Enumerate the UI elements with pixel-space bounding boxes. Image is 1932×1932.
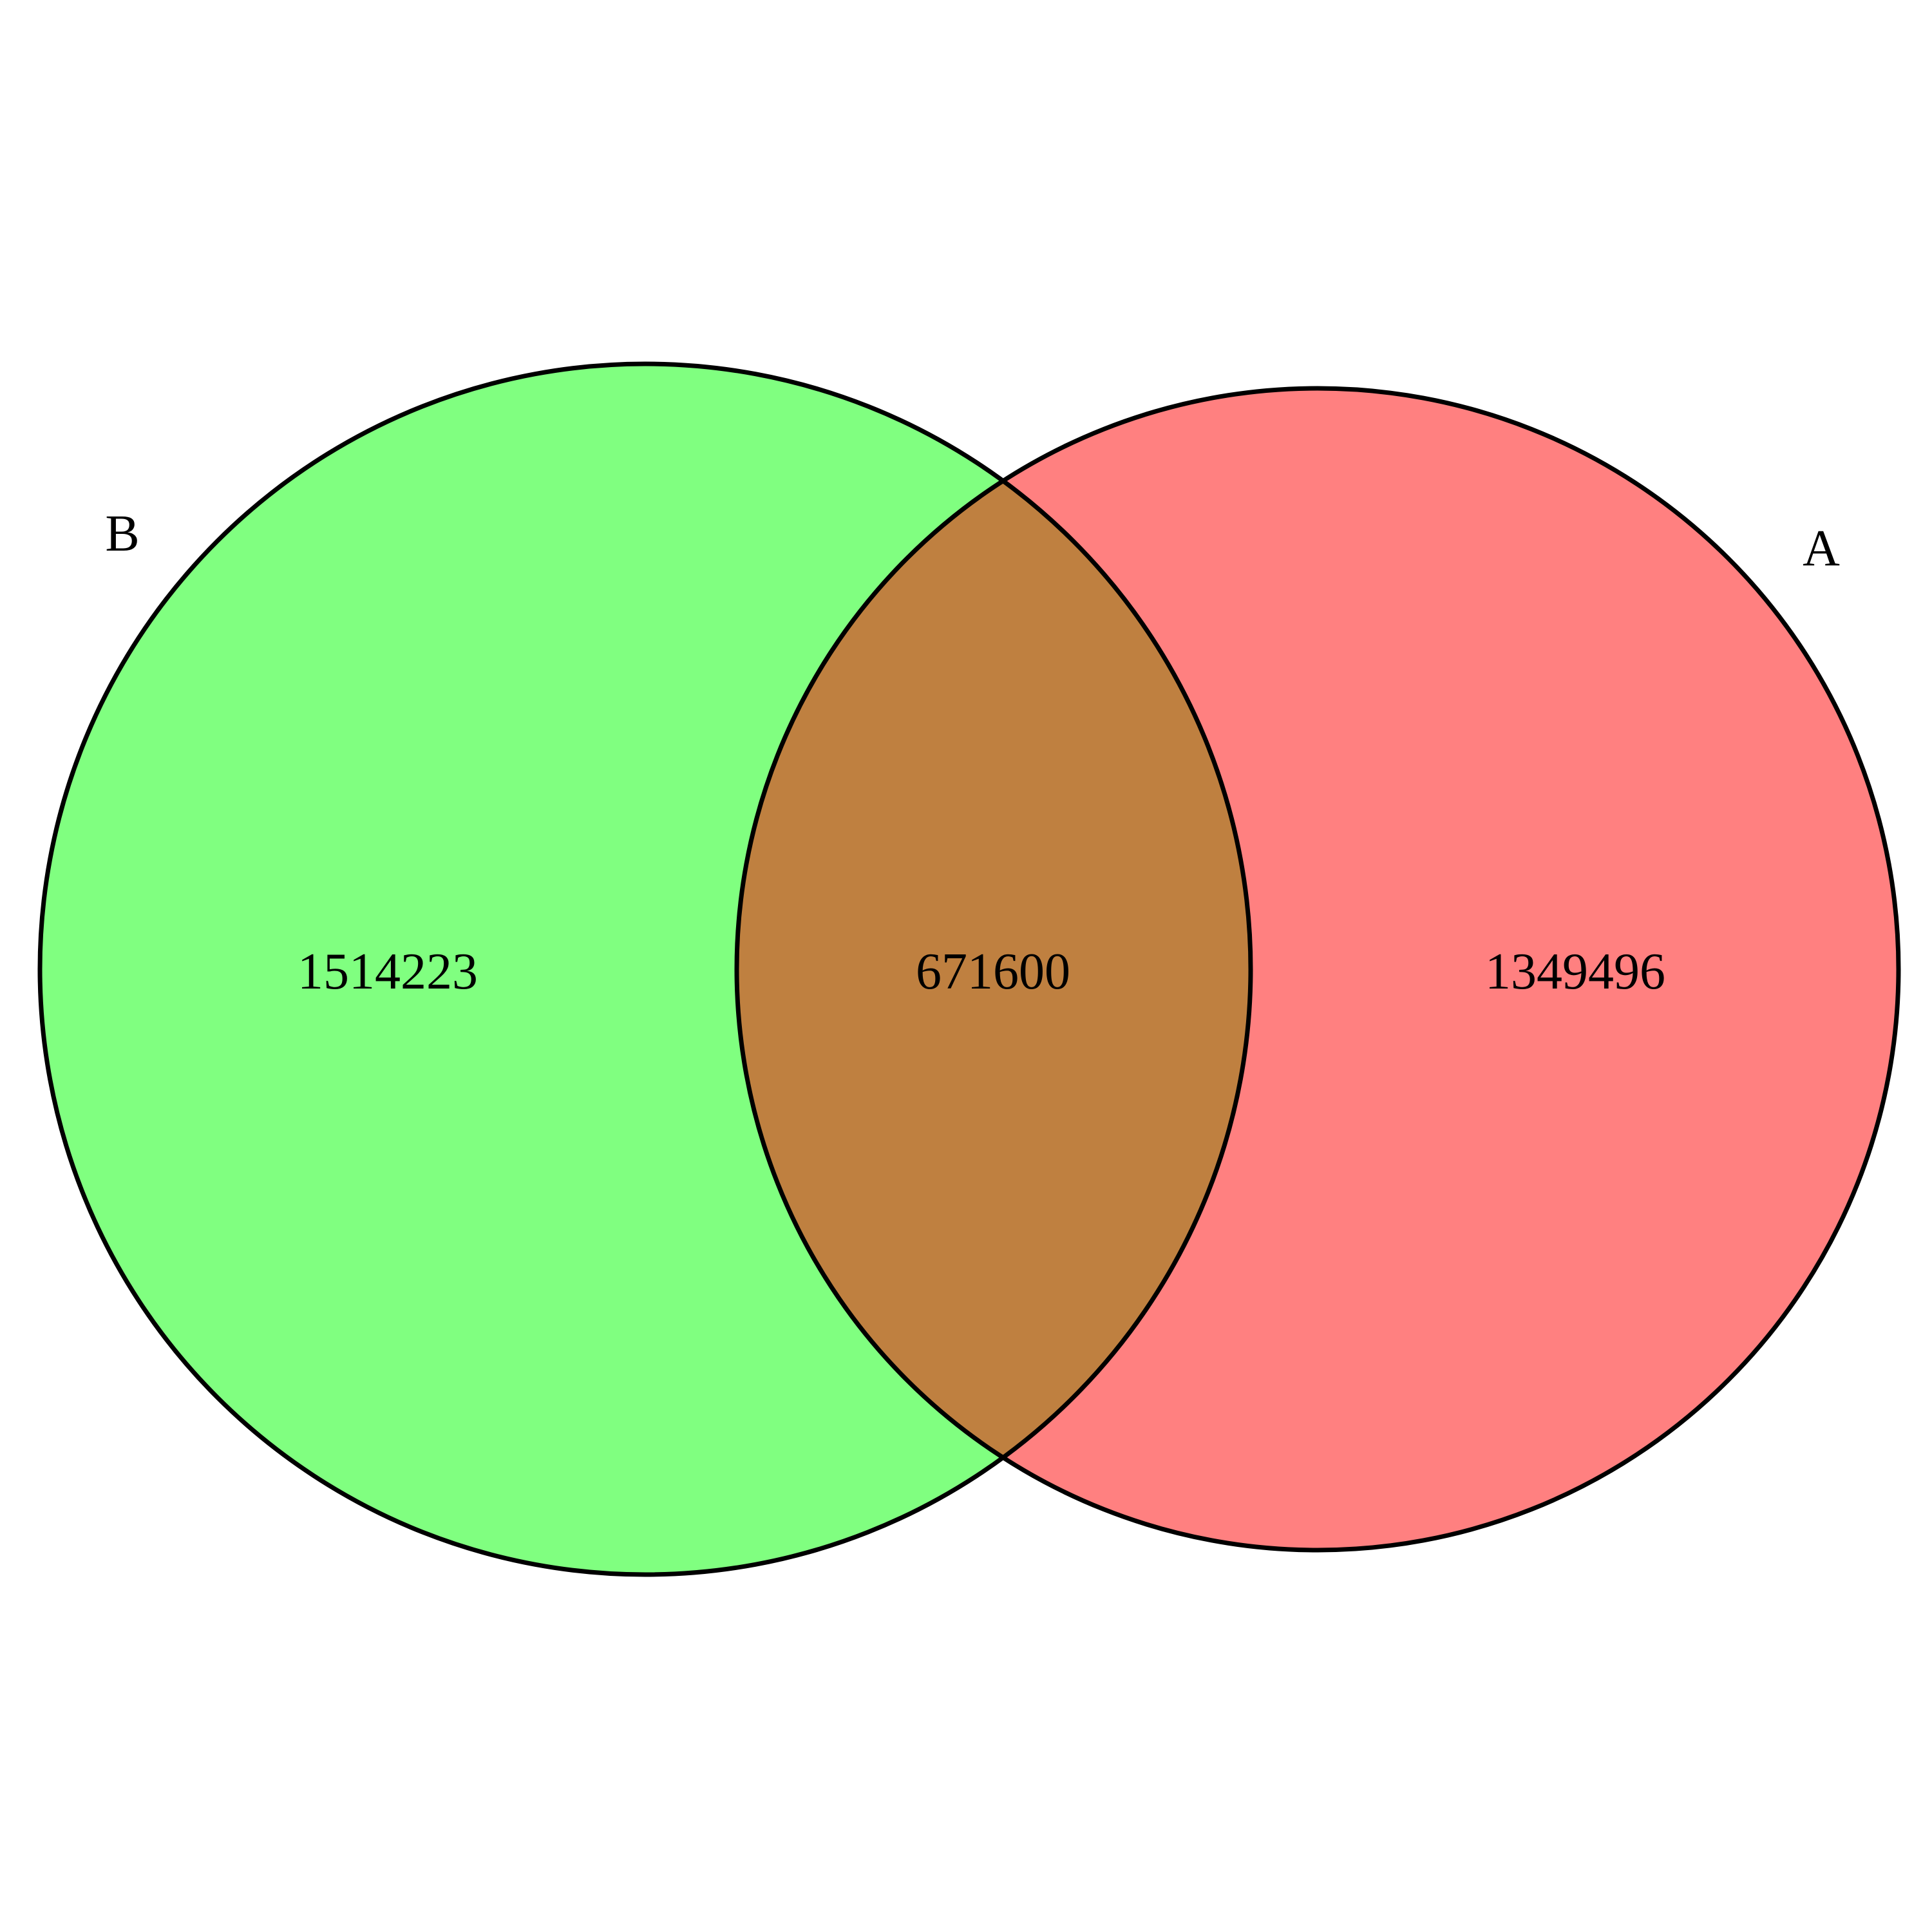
set-b-label: B bbox=[105, 506, 139, 562]
set-b-outline bbox=[37, 361, 1253, 1577]
set-b-only-count: 1514223 bbox=[298, 943, 478, 1000]
intersection-region bbox=[737, 388, 1251, 1550]
set-a-outline bbox=[734, 386, 1901, 1553]
intersection-count: 671600 bbox=[916, 943, 1070, 1000]
set-a-label: A bbox=[1803, 520, 1840, 577]
set-a-only-count: 1349496 bbox=[1485, 943, 1665, 1000]
